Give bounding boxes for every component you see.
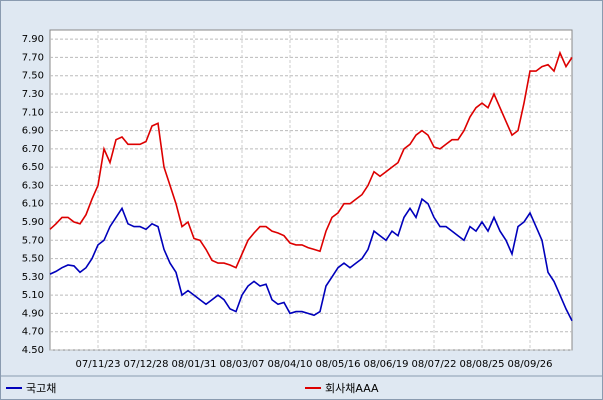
x-tick-label: 07/11/23	[76, 359, 121, 370]
y-tick-label: 6.50	[22, 162, 44, 173]
x-tick-label: 08/05/16	[316, 359, 361, 370]
x-tick-label: 08/04/10	[268, 359, 313, 370]
y-tick-label: 4.90	[22, 308, 44, 319]
y-tick-label: 7.90	[22, 34, 44, 45]
x-tick-label: 07/12/28	[124, 359, 169, 370]
series-line	[49, 197, 573, 322]
y-tick-label: 7.50	[22, 71, 44, 82]
y-tick-label: 7.70	[22, 52, 44, 63]
y-tick-label: 7.10	[22, 107, 44, 118]
x-tick-label: 08/08/25	[460, 359, 505, 370]
x-tick-label: 08/06/19	[364, 359, 409, 370]
legend-label: 국고채	[26, 382, 56, 395]
x-tick-label: 08/09/26	[508, 359, 553, 370]
x-tick-label: 08/07/22	[412, 359, 457, 370]
legend-label: 회사채AAA	[325, 382, 379, 395]
y-tick-label: 5.70	[22, 235, 44, 246]
y-tick-label: 5.90	[22, 217, 44, 228]
series-line	[49, 50, 573, 269]
y-tick-label: 4.70	[22, 327, 44, 338]
y-tick-label: 6.70	[22, 144, 44, 155]
x-tick-label: 08/03/07	[220, 359, 265, 370]
y-tick-label: 5.30	[22, 272, 44, 283]
plot-area	[49, 29, 573, 351]
x-tick-label: 08/01/31	[172, 359, 217, 370]
y-tick-label: 5.10	[22, 290, 44, 301]
y-tick-label: 6.30	[22, 180, 44, 191]
y-tick-label: 4.50	[22, 345, 44, 356]
y-tick-label: 6.10	[22, 199, 44, 210]
y-tick-label: 7.30	[22, 89, 44, 100]
y-tick-label: 6.90	[22, 126, 44, 137]
y-tick-label: 5.50	[22, 254, 44, 265]
